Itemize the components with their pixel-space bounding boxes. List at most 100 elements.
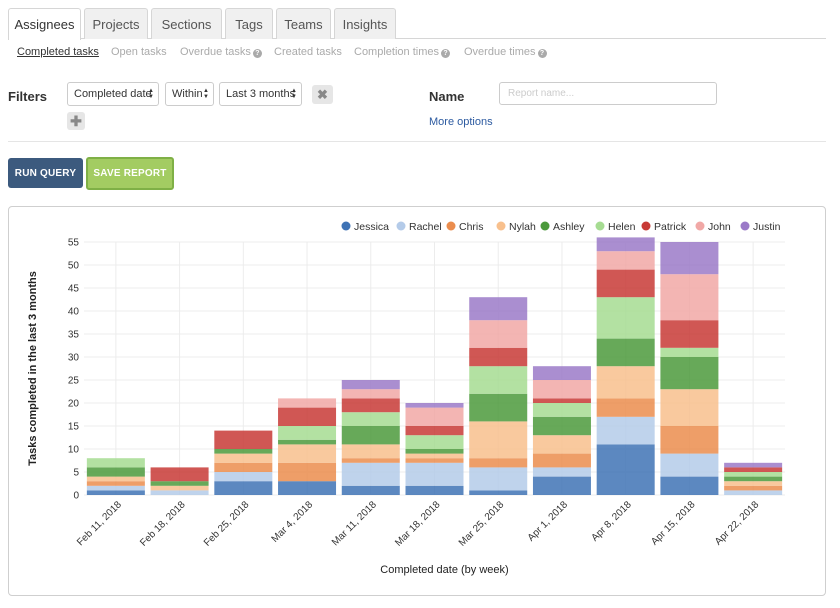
bar-segment-patrick [660, 320, 719, 348]
bar-segment-nylah [724, 481, 783, 486]
subtab-overdue-times[interactable]: Overdue times? [464, 46, 547, 58]
bar-segment-ashley [341, 426, 400, 445]
legend-swatch [740, 221, 750, 231]
select-arrows-icon: ▲ ▼ [148, 88, 154, 100]
save-report-button[interactable]: SAVE REPORT [86, 157, 174, 190]
subtab-completed-tasks[interactable]: Completed tasks [17, 46, 99, 58]
bar-segment-patrick [214, 430, 273, 449]
bar-segment-john [660, 274, 719, 321]
legend-label: Chris [459, 221, 484, 233]
bar-segment-helen [469, 366, 528, 394]
bar-segment-chris [341, 458, 400, 463]
bar-segment-rachel [150, 490, 209, 495]
subtab-created-tasks[interactable]: Created tasks [274, 46, 342, 58]
help-icon[interactable]: ? [440, 49, 450, 58]
subtab-label: Overdue times [464, 46, 536, 58]
subtab-label: Open tasks [111, 46, 167, 58]
bar-segment-chris [660, 426, 719, 454]
legend-swatch [446, 221, 456, 231]
bar-segment-patrick [724, 467, 783, 472]
name-label: Name [429, 89, 465, 104]
bar-segment-jessica [469, 490, 528, 495]
bar-segment-john [278, 398, 337, 408]
subtab-label: Created tasks [274, 46, 342, 58]
legend-label: Rachel [409, 221, 442, 233]
bar-segment-rachel [724, 490, 783, 495]
bar-segment-rachel [405, 462, 464, 486]
filter-operator-value: Within [172, 88, 203, 100]
tab-insights[interactable]: Insights [334, 8, 396, 39]
filter-field-select[interactable]: Completed date ▲ ▼ [67, 82, 159, 106]
bar-segment-nylah [469, 421, 528, 459]
subtab-label: Overdue tasks [180, 46, 251, 58]
bar-segment-ashley [405, 449, 464, 454]
bar-segment-ashley [214, 449, 273, 454]
bar-segment-chris [596, 398, 655, 417]
filter-operator-select[interactable]: Within ▲ ▼ [165, 82, 214, 106]
y-tick-label: 25 [68, 376, 80, 387]
bar-segment-nylah [278, 444, 337, 463]
bar-segment-john [532, 380, 591, 399]
x-tick-label: Mar 4, 2018 [270, 499, 316, 545]
tab-label: Projects [92, 16, 140, 32]
x-tick-label: Feb 18, 2018 [138, 499, 188, 549]
more-options-link[interactable]: More options [429, 116, 493, 128]
bar-segment-nylah [405, 453, 464, 459]
tab-assignees[interactable]: Assignees [8, 8, 81, 40]
legend-swatch [641, 221, 651, 231]
tab-sections[interactable]: Sections [151, 8, 222, 39]
filter-range-select[interactable]: Last 3 months ▲ ▼ [219, 82, 302, 106]
run-query-button[interactable]: RUN QUERY [8, 158, 83, 188]
remove-filter-button[interactable]: ✖ [312, 85, 333, 104]
tab-tags[interactable]: Tags [225, 8, 273, 39]
x-tick-label: Apr 22, 2018 [713, 499, 762, 548]
y-tick-label: 55 [68, 238, 80, 249]
tab-projects[interactable]: Projects [84, 8, 148, 39]
y-tick-label: 30 [68, 353, 80, 364]
legend-label: Nylah [509, 221, 536, 233]
x-tick-label: Apr 8, 2018 [589, 499, 634, 544]
select-arrows-icon: ▲ ▼ [203, 88, 209, 100]
help-icon[interactable]: ? [252, 49, 262, 58]
help-icon[interactable]: ? [537, 49, 547, 58]
bar-segment-patrick [150, 467, 209, 482]
legend-label: Justin [753, 221, 781, 233]
x-tick-label: Mar 11, 2018 [330, 499, 379, 548]
y-tick-label: 40 [68, 307, 80, 318]
bar-segment-ashley [660, 357, 719, 390]
select-arrows-icon: ▲ ▼ [291, 88, 297, 100]
bar-segment-patrick [278, 407, 337, 426]
subtab-open-tasks[interactable]: Open tasks [111, 46, 167, 58]
bar-segment-rachel [86, 485, 145, 491]
y-tick-label: 35 [68, 330, 80, 341]
x-axis-title: Completed date (by week) [380, 564, 508, 576]
x-tick-label: Feb 25, 2018 [202, 499, 252, 549]
bar-segment-justin [724, 462, 783, 468]
bar-segment-jessica [660, 476, 719, 495]
x-tick-label: Feb 11, 2018 [75, 499, 124, 548]
bar-segment-john [341, 389, 400, 399]
bar-segment-chris [724, 485, 783, 491]
y-tick-label: 10 [68, 445, 80, 456]
bar-segment-chris [214, 462, 273, 472]
y-axis-title: Tasks completed in the last 3 months [27, 271, 39, 466]
bar-segment-patrick [341, 398, 400, 413]
x-tick-label: Mar 25, 2018 [457, 499, 507, 549]
subtab-label: Completed tasks [17, 46, 99, 58]
bar-segment-jessica [86, 490, 145, 495]
stacked-bar-chart: 0 5 10 15 20 25 30 35 40 45 50 55 Feb 11, 2018 Feb 18… [27, 221, 785, 576]
bar-segment-ashley [469, 393, 528, 422]
bar-segment-justin [341, 380, 400, 390]
bar-segment-jessica [341, 485, 400, 495]
subtab-completion-times[interactable]: Completion times? [354, 46, 450, 58]
add-filter-button[interactable]: ✚ [67, 112, 85, 130]
y-tick-label: 50 [68, 261, 80, 272]
tab-label: Assignees [14, 17, 75, 32]
subtab-overdue-tasks[interactable]: Overdue tasks? [180, 46, 262, 58]
bar-segment-chris [469, 458, 528, 468]
tab-label: Sections [161, 16, 212, 32]
bar-segment-nylah [660, 389, 719, 426]
tab-teams[interactable]: Teams [276, 8, 331, 39]
report-name-input[interactable] [499, 82, 717, 105]
bar-segment-rachel [532, 467, 591, 477]
